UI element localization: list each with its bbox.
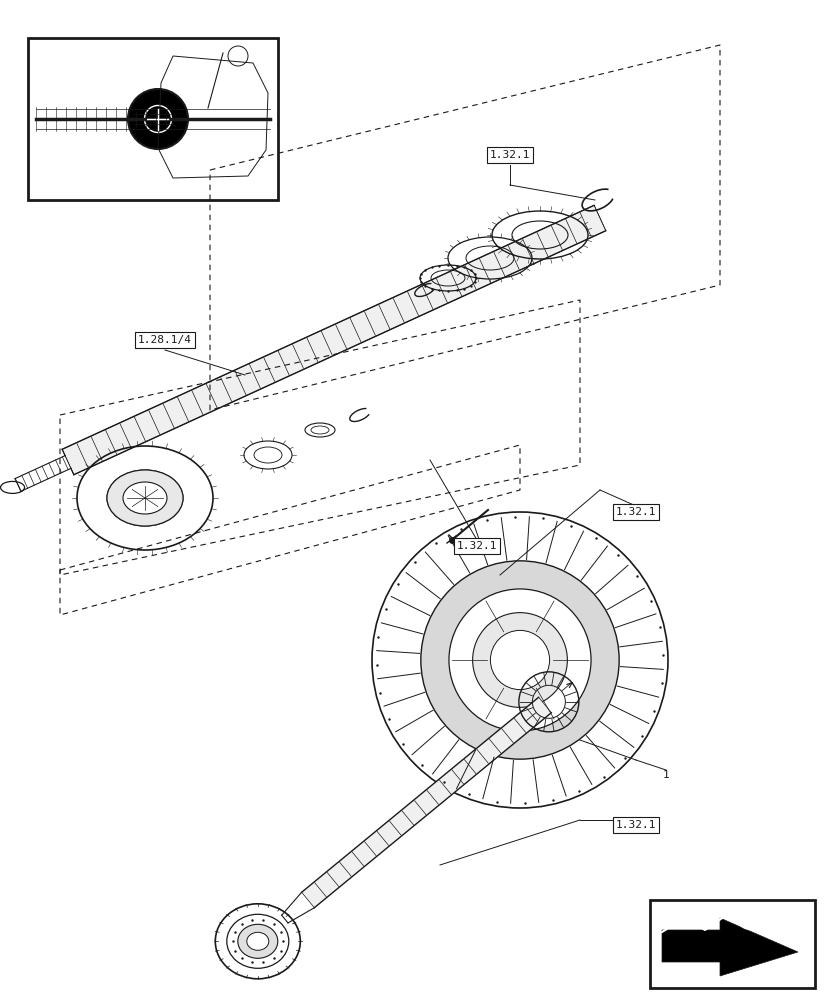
Text: 1.32.1: 1.32.1 [457,541,497,551]
Bar [649,900,814,988]
Circle shape [448,589,590,731]
Ellipse shape [1,481,25,493]
Polygon shape [62,205,605,475]
Polygon shape [662,918,797,976]
Text: 1.32.1: 1.32.1 [615,507,656,517]
Circle shape [145,106,171,133]
Circle shape [490,630,549,690]
Text: 1.28.1/4: 1.28.1/4 [138,335,192,345]
Bar [28,38,278,200]
Text: 1.32.1: 1.32.1 [489,150,529,160]
Ellipse shape [237,924,278,958]
Circle shape [420,561,619,759]
Text: 1: 1 [662,770,668,780]
Ellipse shape [246,932,269,950]
Ellipse shape [123,482,167,514]
Circle shape [128,89,188,149]
Text: 1.32.1: 1.32.1 [615,820,656,830]
Ellipse shape [107,470,183,526]
Circle shape [472,613,566,707]
Polygon shape [301,697,551,908]
